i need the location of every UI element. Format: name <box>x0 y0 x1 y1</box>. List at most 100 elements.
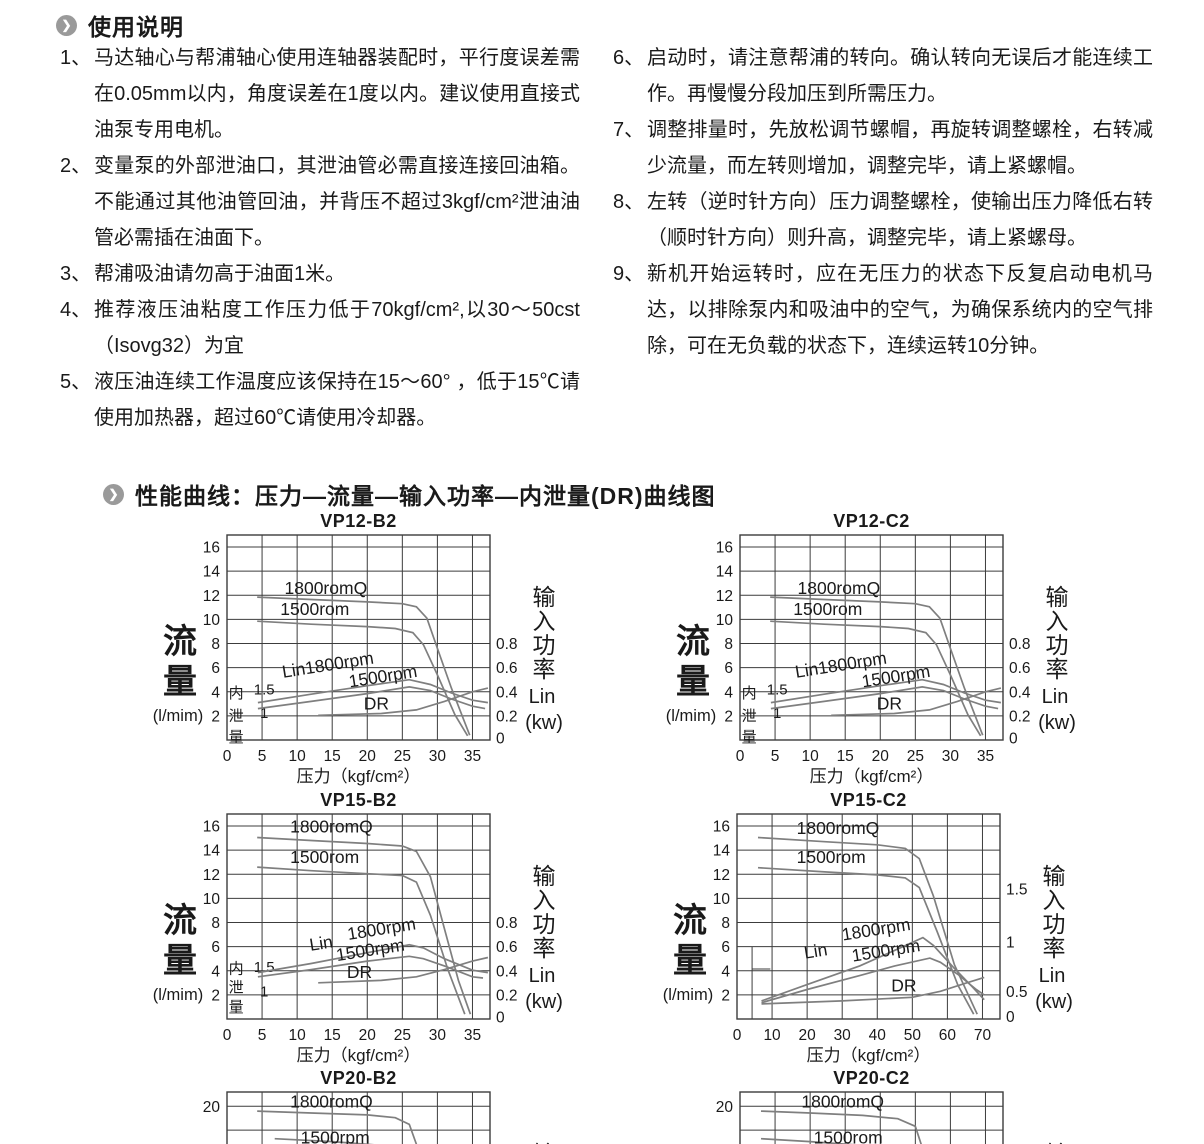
y-axis-labels: 2 4 6 8 10 12 14 16 <box>713 819 731 1005</box>
series-flow-1500rpm <box>757 866 975 1015</box>
y-tick-label: 14 <box>713 843 731 860</box>
curve-label: DR <box>877 693 902 713</box>
leak-axis-char: 量 <box>229 999 244 1016</box>
series-leak-dr <box>318 687 489 717</box>
right-tick-label: 0.4 <box>496 963 518 980</box>
chart-title: VP20-B2 <box>320 1068 397 1088</box>
right-tick-label: 0.8 <box>496 636 518 653</box>
curve-label: DR <box>364 693 389 713</box>
usage-item-number: 7、 <box>613 119 645 141</box>
usage-item-number: 3、 <box>60 263 92 285</box>
y-tick-label: 8 <box>211 636 220 653</box>
x-axis-title: 压力（kgf/cm²） <box>297 1046 421 1065</box>
plot-border <box>739 1091 1004 1144</box>
series-power-1800rpm <box>257 943 489 974</box>
series-flow-1800rpm <box>257 1110 418 1144</box>
chart-vp20-b2: VP20-B2 05101520253035压力（kgf/cm²）20流量(l/m… <box>140 1068 610 1144</box>
y-axis-labels: 2 4 6 8 10 12 14 16 <box>203 819 221 1005</box>
y-tick-label: 16 <box>713 819 730 836</box>
y-tick-label: 16 <box>716 540 733 557</box>
right-tick-label: 0.6 <box>496 660 518 677</box>
right-tick-label: 0 <box>1009 731 1018 748</box>
right-axis-char: 入 <box>1046 608 1069 634</box>
right-tick-label: 0 <box>1006 1009 1015 1026</box>
leak-tick-label: 1.5 <box>254 681 275 698</box>
flow-axis-char: 流 <box>163 623 197 661</box>
x-tick-label: 20 <box>872 748 890 765</box>
curve-label: 1500rom <box>290 847 359 867</box>
x-tick-label: 20 <box>799 1027 817 1044</box>
y-tick-label: 2 <box>724 708 733 725</box>
x-tick-label: 0 <box>223 1027 232 1044</box>
curve-label: 1800romQ <box>290 817 373 837</box>
y-tick-label: 12 <box>716 588 733 605</box>
y-tick-label: 12 <box>203 588 220 605</box>
right-tick-label: 0 <box>496 731 505 748</box>
usage-item-text: 调整排量时，先放松调节螺帽，再旋转调整螺栓，右转减少流量，而左转则增加，调整完毕… <box>647 119 1153 177</box>
y-tick-label: 14 <box>716 564 734 581</box>
chart-canvas-vp15-b2: 0 5 10 15 20 25 30 35压力（kgf/cm²）246810121416流量(… <box>153 813 563 1065</box>
y-axis-labels: 2 4 6 8 10 12 14 16 <box>716 540 734 726</box>
flow-axis-unit: (l/mim) <box>153 707 203 725</box>
series-flow-1800rpm <box>757 836 978 1015</box>
flow-axis-unit: (l/mim) <box>663 986 713 1004</box>
y-tick-label: 10 <box>716 612 734 629</box>
series-power-1500rpm <box>770 686 999 710</box>
right-axis-unit: (kw) <box>525 991 563 1013</box>
right-axis-char: 入 <box>1043 887 1066 913</box>
leak-axis-label: 内泄量 1.5 1 <box>742 681 788 746</box>
y-tick-label: 10 <box>713 891 731 908</box>
flow-axis-char: 量 <box>163 663 197 701</box>
right-axis-lin: Lin <box>529 686 556 708</box>
right-axis-lin: Lin <box>529 965 556 987</box>
usage-item-text: 启动时，请注意帮浦的转向。确认转向无误后才能连续工作。再慢慢分段加压到所需压力。 <box>647 47 1153 105</box>
usage-item: 7、 调整排量时，先放松调节螺帽，再旋转调整螺栓，右转减少流量，而左转则增加，调整… <box>613 112 1153 184</box>
usage-item: 9、 新机开始运转时，应在无压力的状态下反复启动电机马达，以排除泵内和吸油中的空气… <box>613 256 1153 364</box>
series-flow-1500rpm <box>257 866 466 1015</box>
x-tick-label: 60 <box>939 1027 957 1044</box>
y-tick-label: 6 <box>721 939 730 956</box>
plot-border <box>739 534 1004 741</box>
usage-item: 2、 变量泵的外部泄油口，其泄油管必需直接连接回油箱。不能通过其他油管回油，并背压… <box>60 148 580 256</box>
grid <box>226 534 491 741</box>
usage-item-number: 9、 <box>613 263 645 285</box>
leak-tick-label: 1.5 <box>767 681 788 698</box>
curve-label: DR <box>347 962 372 982</box>
x-tick-label: 30 <box>834 1027 852 1044</box>
flow-axis-char: 流 <box>673 902 707 940</box>
right-axis-char: 率 <box>533 935 556 961</box>
series-group <box>257 596 489 737</box>
right-axis-char: 率 <box>533 656 556 682</box>
right-axis: 1.5 1 0.5 0 输入功率 Lin (kw) <box>1006 863 1073 1026</box>
chart-canvas-vp12-c2: 0 5 10 15 20 25 30 35压力（kgf/cm²）246810121416流量(… <box>666 534 1076 786</box>
right-axis-char: 功 <box>1046 632 1069 658</box>
right-tick-label: 0.5 <box>1006 984 1028 1001</box>
x-tick-label: 50 <box>904 1027 922 1044</box>
usage-item-text: 液压油连续工作温度应该保持在15～60° ，低于15℃请使用加热器，超过60℃请… <box>94 371 580 429</box>
chart-title: VP12-C2 <box>833 511 910 531</box>
right-tick-label: 0.4 <box>1009 684 1031 701</box>
leak-axis-label: 内泄量 1.5 1 <box>229 959 275 1016</box>
x-tick-label: 40 <box>869 1027 887 1044</box>
y-tick-label: 10 <box>203 612 221 629</box>
y-tick-label: 4 <box>724 684 733 701</box>
leak-axis-char: 量 <box>742 729 757 746</box>
leak-axis-label: 内泄量 1.5 1 <box>229 681 275 746</box>
series-group <box>257 1110 418 1144</box>
chart-title: VP15-C2 <box>830 790 907 810</box>
x-tick-label: 15 <box>837 748 854 765</box>
usage-item: 5、 液压油连续工作温度应该保持在15～60° ，低于15℃请使用加热器，超过60… <box>60 364 580 436</box>
leak-axis-char: 内 <box>742 685 757 702</box>
chart-canvas-vp20-b2: 05101520253035压力（kgf/cm²）20流量(l/mim)输入功率… <box>203 1091 556 1144</box>
x-tick-label: 25 <box>907 748 924 765</box>
usage-item: 8、 左转（逆时针方向）压力调整螺栓，使输出压力降低右转（顺时针方向）则升高，调整… <box>613 184 1153 256</box>
usage-item-text: 马达轴心与帮浦轴心使用连轴器装配时，平行度误差需在0.05mm以内，角度误差在1… <box>94 47 580 141</box>
right-axis-lin: Lin <box>1042 686 1069 708</box>
series-leak-dr <box>318 956 489 984</box>
usage-item-text: 左转（逆时针方向）压力调整螺栓，使输出压力降低右转（顺时针方向）则升高，调整完毕… <box>647 191 1153 249</box>
flow-axis-label: 流量 (l/mim) <box>663 902 713 1004</box>
right-axis-unit: (kw) <box>525 712 563 734</box>
right-tick-label: 0.6 <box>1009 660 1031 677</box>
